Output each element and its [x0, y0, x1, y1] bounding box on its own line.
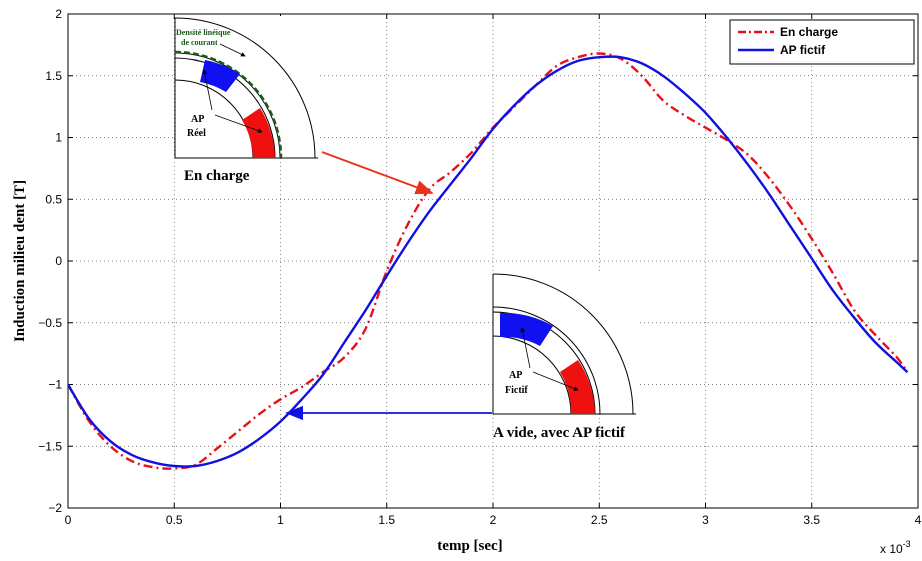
- x-tick-label: 3.5: [803, 513, 820, 527]
- x-multiplier-base: x 10: [880, 542, 903, 556]
- inset-load-caption: En charge: [184, 168, 250, 184]
- inset-load-magnet-red: [242, 108, 275, 158]
- inset-noload-inner-arc: [492, 335, 572, 415]
- y-tick-labels: 2 1.5 1 0.5 0 −0.5 −1 −1.5 −2: [38, 7, 62, 515]
- inset-noload: AP Fictif A vide, avec AP fictif: [492, 272, 637, 441]
- x-tick-label: 0: [65, 513, 72, 527]
- y-tick-label: 1.5: [45, 69, 62, 83]
- inset-load-density-label2: de courant: [181, 38, 218, 47]
- y-tick-label: −0.5: [38, 316, 62, 330]
- x-multiplier-exp: -3: [903, 539, 911, 549]
- y-tick-label: −1: [48, 378, 62, 392]
- inset-load-current-density: [174, 50, 283, 159]
- inset-load-ap-pointer-1: [202, 69, 213, 111]
- series-line-ap-fictif: [68, 55, 909, 468]
- x-tick-label: 0.5: [166, 513, 183, 527]
- inset-load-mid-arc: [174, 57, 276, 159]
- y-tick-label: −2: [48, 501, 62, 515]
- inset-noload-magnet-blue: [500, 312, 553, 346]
- x-multiplier: x 10-3: [880, 539, 911, 556]
- y-tick-label: 0: [55, 254, 62, 268]
- x-tick-label: 1: [277, 513, 284, 527]
- inset-load: Densité linéique de courant AP Réel En c…: [174, 16, 319, 184]
- x-tick-label: 3: [702, 513, 709, 527]
- inset-load-ap-label2: Réel: [187, 128, 206, 139]
- y-axis-label: Induction milieu dent [T]: [12, 180, 28, 342]
- inset-noload-ap-label: AP: [509, 370, 522, 381]
- inset-load-density-pointer: [219, 43, 246, 57]
- grid: [68, 14, 918, 508]
- legend-label-en-charge: En charge: [780, 25, 838, 39]
- legend-label-ap-fictif: AP fictif: [780, 43, 826, 57]
- inset-noload-caption: A vide, avec AP fictif: [493, 425, 626, 441]
- y-tick-label: −1.5: [38, 439, 62, 453]
- inset-load-density-label: Densité linéique: [176, 28, 231, 37]
- inset-noload-ap-pointer-2: [532, 371, 579, 391]
- x-tick-label: 2: [490, 513, 497, 527]
- inset-load-ap-label: AP: [191, 114, 204, 125]
- inset-load-ap-pointer-2: [214, 114, 263, 133]
- x-tick-labels: 0 0.5 1 1.5 2 2.5 3 3.5 4: [65, 513, 922, 527]
- inset-noload-ap-label2: Fictif: [505, 385, 528, 396]
- x-tick-label: 1.5: [378, 513, 395, 527]
- inset-load-arrow: [321, 151, 434, 195]
- y-tick-label: 2: [55, 7, 62, 21]
- x-tick-label: 2.5: [591, 513, 608, 527]
- inset-noload-ap-pointer-1: [520, 327, 531, 369]
- y-tick-label: 1: [55, 131, 62, 145]
- y-tick-label: 0.5: [45, 192, 62, 206]
- x-tick-label: 4: [915, 513, 922, 527]
- legend: En charge AP fictif: [729, 19, 915, 65]
- legend-box: [729, 19, 915, 65]
- x-axis-label: temp [sec]: [437, 538, 502, 554]
- inset-load-magnet-blue: [200, 60, 240, 92]
